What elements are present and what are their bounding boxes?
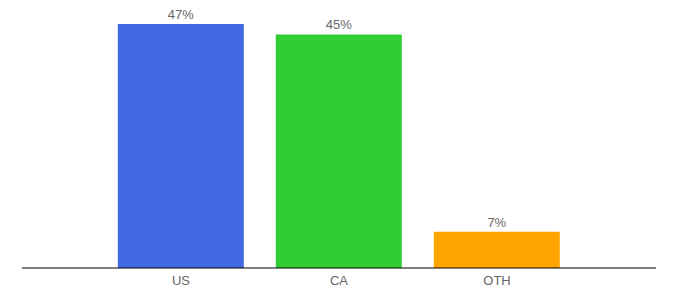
svg-text:45%: 45% <box>326 17 352 32</box>
svg-text:7%: 7% <box>487 215 506 230</box>
svg-text:47%: 47% <box>168 8 194 22</box>
svg-text:US: US <box>172 273 190 288</box>
svg-text:OTH: OTH <box>483 273 510 288</box>
svg-text:CA: CA <box>330 273 348 288</box>
